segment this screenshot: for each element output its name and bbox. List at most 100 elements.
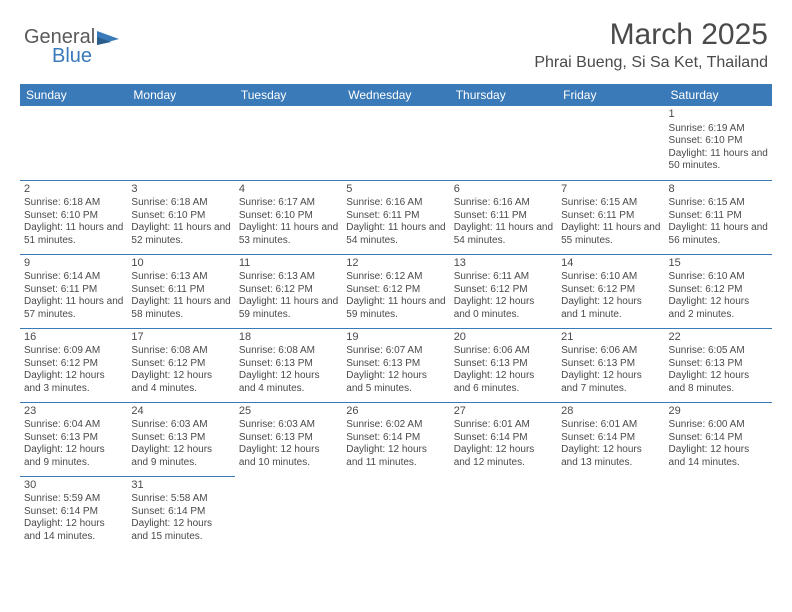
sunset-text: Sunset: 6:13 PM (669, 358, 768, 371)
calendar-day: 10Sunrise: 6:13 AMSunset: 6:11 PMDayligh… (127, 254, 234, 328)
calendar-day: 14Sunrise: 6:10 AMSunset: 6:12 PMDayligh… (557, 254, 664, 328)
sunrise-text: Sunrise: 6:13 AM (239, 271, 338, 284)
day-number: 21 (561, 331, 660, 345)
day-number: 31 (131, 479, 230, 493)
calendar-day: 3Sunrise: 6:18 AMSunset: 6:10 PMDaylight… (127, 180, 234, 254)
calendar-day: 18Sunrise: 6:08 AMSunset: 6:13 PMDayligh… (235, 328, 342, 402)
calendar-day: 8Sunrise: 6:15 AMSunset: 6:11 PMDaylight… (665, 180, 772, 254)
daylight-text: Daylight: 11 hours and 50 minutes. (669, 148, 768, 173)
daylight-text: Daylight: 12 hours and 15 minutes. (131, 518, 230, 543)
day-number: 3 (131, 183, 230, 197)
calendar-empty (235, 476, 342, 550)
sunrise-text: Sunrise: 6:12 AM (346, 271, 445, 284)
sunset-text: Sunset: 6:13 PM (454, 358, 553, 371)
calendar-day: 11Sunrise: 6:13 AMSunset: 6:12 PMDayligh… (235, 254, 342, 328)
daylight-text: Daylight: 12 hours and 0 minutes. (454, 296, 553, 321)
sunset-text: Sunset: 6:13 PM (24, 432, 123, 445)
calendar-day: 5Sunrise: 6:16 AMSunset: 6:11 PMDaylight… (342, 180, 449, 254)
day-number: 14 (561, 257, 660, 271)
sunset-text: Sunset: 6:12 PM (24, 358, 123, 371)
daylight-text: Daylight: 11 hours and 59 minutes. (346, 296, 445, 321)
sunset-text: Sunset: 6:12 PM (561, 284, 660, 297)
sunrise-text: Sunrise: 6:07 AM (346, 345, 445, 358)
sunset-text: Sunset: 6:13 PM (239, 432, 338, 445)
daylight-text: Daylight: 11 hours and 59 minutes. (239, 296, 338, 321)
calendar-table: SundayMondayTuesdayWednesdayThursdayFrid… (20, 84, 772, 550)
sunset-text: Sunset: 6:10 PM (131, 210, 230, 223)
sunset-text: Sunset: 6:13 PM (131, 432, 230, 445)
sunrise-text: Sunrise: 6:05 AM (669, 345, 768, 358)
day-number: 24 (131, 405, 230, 419)
day-number: 4 (239, 183, 338, 197)
daylight-text: Daylight: 12 hours and 6 minutes. (454, 370, 553, 395)
day-number: 6 (454, 183, 553, 197)
day-header: Thursday (450, 84, 557, 106)
sunrise-text: Sunrise: 6:17 AM (239, 197, 338, 210)
daylight-text: Daylight: 11 hours and 56 minutes. (669, 222, 768, 247)
day-number: 19 (346, 331, 445, 345)
sunset-text: Sunset: 6:11 PM (24, 284, 123, 297)
daylight-text: Daylight: 12 hours and 12 minutes. (454, 444, 553, 469)
sunrise-text: Sunrise: 6:14 AM (24, 271, 123, 284)
daylight-text: Daylight: 12 hours and 14 minutes. (24, 518, 123, 543)
calendar-day: 24Sunrise: 6:03 AMSunset: 6:13 PMDayligh… (127, 402, 234, 476)
calendar-day: 26Sunrise: 6:02 AMSunset: 6:14 PMDayligh… (342, 402, 449, 476)
calendar-empty (557, 106, 664, 180)
calendar-week: 9Sunrise: 6:14 AMSunset: 6:11 PMDaylight… (20, 254, 772, 328)
sunrise-text: Sunrise: 6:02 AM (346, 419, 445, 432)
daylight-text: Daylight: 12 hours and 4 minutes. (131, 370, 230, 395)
day-number: 1 (669, 108, 768, 122)
sunrise-text: Sunrise: 6:09 AM (24, 345, 123, 358)
calendar-day: 1Sunrise: 6:19 AMSunset: 6:10 PMDaylight… (665, 106, 772, 180)
sunset-text: Sunset: 6:11 PM (669, 210, 768, 223)
calendar-week: 23Sunrise: 6:04 AMSunset: 6:13 PMDayligh… (20, 402, 772, 476)
sunset-text: Sunset: 6:13 PM (346, 358, 445, 371)
calendar-day: 22Sunrise: 6:05 AMSunset: 6:13 PMDayligh… (665, 328, 772, 402)
daylight-text: Daylight: 11 hours and 55 minutes. (561, 222, 660, 247)
sunset-text: Sunset: 6:14 PM (24, 506, 123, 519)
daylight-text: Daylight: 11 hours and 52 minutes. (131, 222, 230, 247)
calendar-empty (665, 476, 772, 550)
calendar-day: 30Sunrise: 5:59 AMSunset: 6:14 PMDayligh… (20, 476, 127, 550)
sunset-text: Sunset: 6:13 PM (561, 358, 660, 371)
calendar-body: 1Sunrise: 6:19 AMSunset: 6:10 PMDaylight… (20, 106, 772, 550)
day-number: 17 (131, 331, 230, 345)
sunset-text: Sunset: 6:11 PM (561, 210, 660, 223)
calendar-week: 1Sunrise: 6:19 AMSunset: 6:10 PMDaylight… (20, 106, 772, 180)
calendar-empty (557, 476, 664, 550)
sunset-text: Sunset: 6:12 PM (454, 284, 553, 297)
day-number: 13 (454, 257, 553, 271)
sunrise-text: Sunrise: 5:58 AM (131, 493, 230, 506)
day-number: 12 (346, 257, 445, 271)
calendar-empty (450, 476, 557, 550)
daylight-text: Daylight: 12 hours and 1 minute. (561, 296, 660, 321)
sunrise-text: Sunrise: 6:10 AM (561, 271, 660, 284)
day-number: 18 (239, 331, 338, 345)
day-number: 20 (454, 331, 553, 345)
daylight-text: Daylight: 12 hours and 7 minutes. (561, 370, 660, 395)
location: Phrai Bueng, Si Sa Ket, Thailand (534, 54, 768, 72)
day-number: 27 (454, 405, 553, 419)
daylight-text: Daylight: 12 hours and 14 minutes. (669, 444, 768, 469)
sunset-text: Sunset: 6:12 PM (346, 284, 445, 297)
sunrise-text: Sunrise: 6:18 AM (131, 197, 230, 210)
sunset-text: Sunset: 6:10 PM (239, 210, 338, 223)
calendar-day: 20Sunrise: 6:06 AMSunset: 6:13 PMDayligh… (450, 328, 557, 402)
day-number: 29 (669, 405, 768, 419)
calendar-day: 9Sunrise: 6:14 AMSunset: 6:11 PMDaylight… (20, 254, 127, 328)
day-number: 28 (561, 405, 660, 419)
logo-word2: Blue (52, 45, 123, 68)
day-number: 11 (239, 257, 338, 271)
sunrise-text: Sunrise: 6:10 AM (669, 271, 768, 284)
day-number: 2 (24, 183, 123, 197)
daylight-text: Daylight: 11 hours and 58 minutes. (131, 296, 230, 321)
day-number: 8 (669, 183, 768, 197)
calendar-day: 12Sunrise: 6:12 AMSunset: 6:12 PMDayligh… (342, 254, 449, 328)
sunset-text: Sunset: 6:10 PM (669, 135, 768, 148)
day-header: Tuesday (235, 84, 342, 106)
sunrise-text: Sunrise: 6:11 AM (454, 271, 553, 284)
calendar-day: 25Sunrise: 6:03 AMSunset: 6:13 PMDayligh… (235, 402, 342, 476)
day-header: Friday (557, 84, 664, 106)
sunrise-text: Sunrise: 6:01 AM (454, 419, 553, 432)
sunrise-text: Sunrise: 6:00 AM (669, 419, 768, 432)
